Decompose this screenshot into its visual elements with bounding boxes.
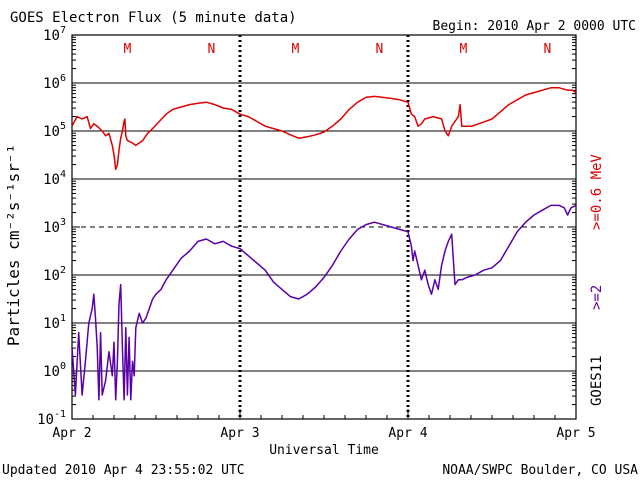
marker-m: M — [460, 42, 468, 57]
credit-label: NOAA/SWPC Boulder, CO USA — [442, 463, 638, 478]
x-tick-label: Apr 5 — [556, 426, 595, 441]
marker-n: N — [208, 42, 216, 57]
y-tick-label: 104 — [43, 169, 66, 188]
series-group — [71, 87, 577, 401]
x-tick-label: Apr 2 — [52, 426, 91, 441]
x-axis-ticks: Apr 2 Apr 3 Apr 4 Apr 5 — [52, 409, 596, 441]
series-line-1 — [71, 204, 577, 401]
x-tick-label: Apr 3 — [220, 426, 259, 441]
day-boundary-lines — [238, 35, 410, 419]
marker-m: M — [124, 42, 132, 57]
y-tick-label: 102 — [43, 265, 66, 284]
y-tick-label: 105 — [43, 121, 66, 140]
begin-label: Begin: 2010 Apr 2 0000 UTC — [433, 19, 637, 34]
marker-n: N — [376, 42, 384, 57]
y-axis-label: Particles cm⁻²s⁻¹sr⁻¹ — [4, 144, 23, 346]
satellite-label: GOES11 — [589, 355, 605, 406]
marker-n: N — [544, 42, 552, 57]
right-label-red: >=0.6 MeV — [589, 154, 605, 230]
y-tick-label: 106 — [43, 73, 66, 92]
updated-label: Updated 2010 Apr 4 23:55:02 UTC — [2, 463, 245, 478]
right-label-purple: >=2 — [589, 285, 605, 310]
y-tick-label: 100 — [43, 361, 66, 380]
marker-m: M — [292, 42, 300, 57]
y-tick-label: 107 — [43, 25, 66, 44]
x-axis-label: Universal Time — [269, 443, 379, 458]
chart-title: GOES Electron Flux (5 minute data) — [10, 10, 297, 26]
grid-lines — [72, 82, 576, 372]
y-tick-label: 103 — [43, 217, 66, 236]
series-line-0 — [71, 87, 577, 171]
y-tick-label: 101 — [43, 313, 66, 332]
x-tick-label: Apr 4 — [388, 426, 427, 441]
